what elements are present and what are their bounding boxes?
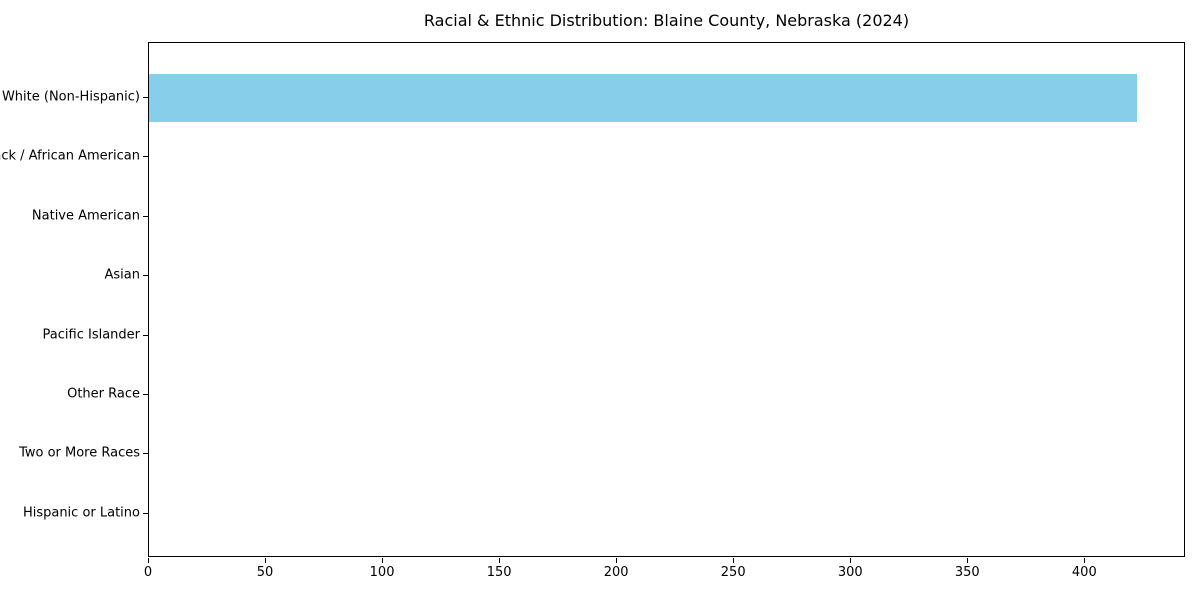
y-tick-label: Hispanic or Latino: [22, 505, 140, 521]
y-tick-label: Asian: [104, 267, 140, 283]
y-tick-mark: [143, 334, 148, 336]
x-tick-label: 350: [954, 565, 980, 580]
y-tick-mark: [143, 156, 148, 158]
x-tick-label: 150: [486, 565, 512, 580]
x-tick-mark: [1084, 558, 1086, 563]
y-tick-mark: [143, 394, 148, 395]
y-tick-mark: [143, 215, 148, 217]
plot-area: [148, 42, 1185, 557]
y-tick-label: Two or More Races: [19, 445, 140, 461]
y-tick-label: Pacific Islander: [42, 327, 140, 343]
x-tick-mark: [265, 558, 267, 563]
x-tick-mark: [967, 558, 969, 563]
y-tick-mark: [143, 275, 148, 277]
x-tick-label: 50: [256, 565, 274, 580]
x-tick-label: 200: [603, 565, 629, 580]
x-tick-mark: [148, 558, 149, 563]
y-tick-label: Native American: [31, 208, 140, 224]
x-tick-mark: [499, 558, 501, 563]
x-tick-label: 0: [143, 565, 153, 580]
y-tick-label: Black / African American: [0, 148, 140, 164]
x-tick-mark: [850, 558, 852, 563]
y-tick-mark: [143, 97, 148, 98]
y-tick-label: White (Non-Hispanic): [1, 89, 140, 105]
y-tick-label: Other Race: [67, 386, 140, 402]
x-tick-mark: [382, 558, 384, 563]
x-tick-mark: [733, 558, 735, 563]
y-tick-mark: [143, 512, 148, 514]
x-tick-label: 250: [720, 565, 746, 580]
y-tick-mark: [143, 453, 148, 455]
x-tick-label: 300: [837, 565, 863, 580]
bar: [149, 74, 1137, 122]
x-tick-label: 400: [1071, 565, 1097, 580]
x-tick-label: 100: [369, 565, 395, 580]
chart-title: Racial & Ethnic Distribution: Blaine Cou…: [423, 11, 910, 30]
x-tick-mark: [616, 558, 618, 563]
